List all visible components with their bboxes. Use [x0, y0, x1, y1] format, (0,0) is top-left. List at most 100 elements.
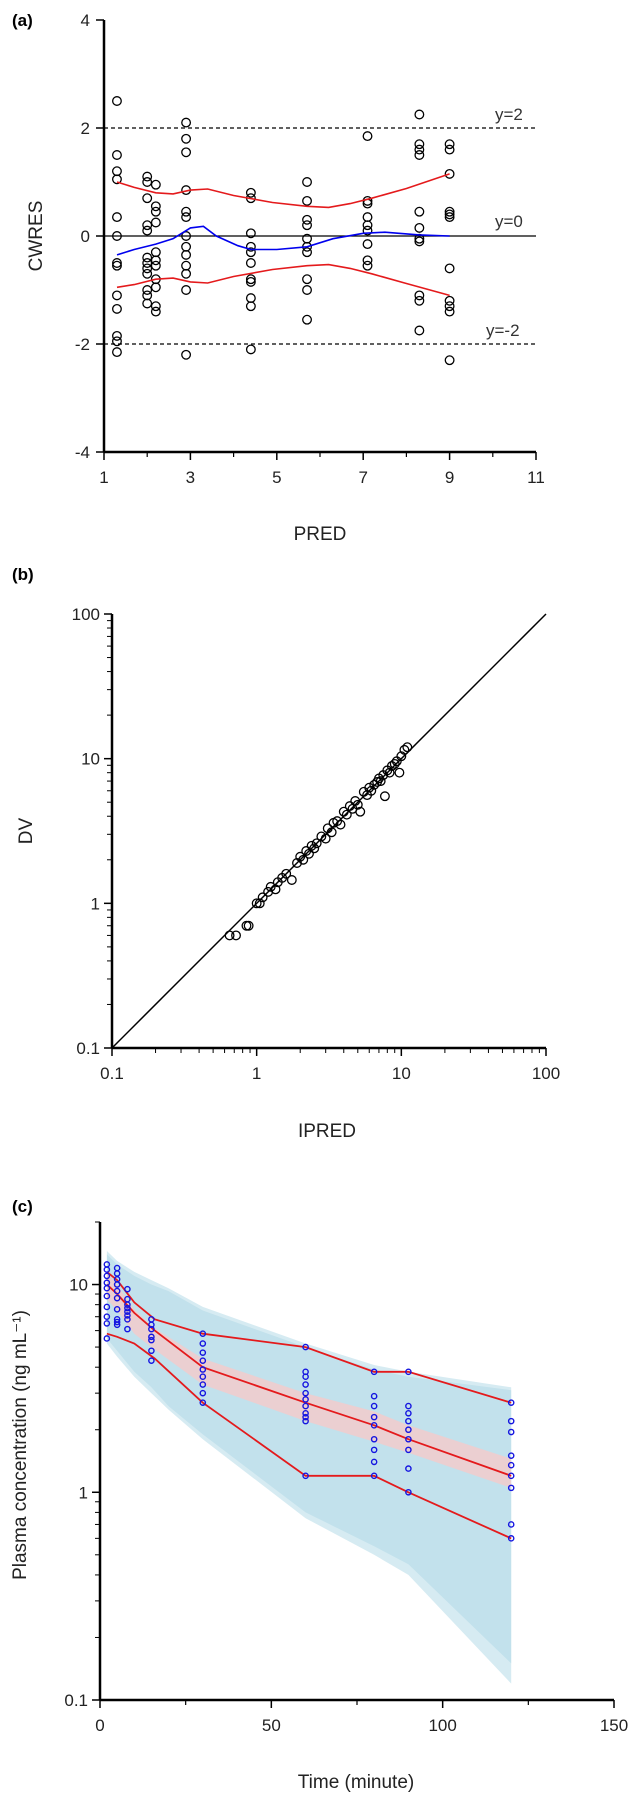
data-point: [326, 827, 337, 838]
data-point: [375, 776, 386, 787]
data-point: [295, 851, 306, 862]
x-tick-label: 11: [527, 468, 545, 487]
panel-a-ticks: 1 3 5 7 9 11 -4 -2 0 2 4: [75, 11, 545, 487]
observed-point: [148, 1357, 155, 1364]
panel-a-y-title: CWRES: [26, 201, 47, 272]
data-point: [142, 252, 153, 263]
observed-point: [507, 1461, 515, 1469]
data-point: [302, 274, 312, 285]
data-point: [112, 290, 122, 301]
panel-b-marks: [111, 613, 547, 1049]
data-point: [150, 282, 161, 293]
data-point: [150, 255, 161, 266]
data-point: [302, 285, 312, 295]
data-point: [150, 206, 161, 217]
panel-b-dv-vs-ipred: (b) 0.1 1 10 100 0.1 1 10 100 IPRED DV: [12, 565, 560, 1142]
observed-point: [199, 1340, 207, 1347]
x-tick-label: 50: [262, 1716, 281, 1735]
data-point: [150, 306, 161, 317]
observed-point: [148, 1347, 155, 1355]
data-point: [181, 231, 192, 241]
observed-point: [302, 1381, 309, 1388]
observed-point: [302, 1413, 309, 1421]
y-tick-label: 100: [72, 605, 100, 624]
data-point: [243, 920, 254, 931]
data-point: [142, 263, 153, 274]
observed-point: [370, 1413, 378, 1421]
prediction-band-1: [106, 1251, 512, 1684]
data-point: [181, 147, 192, 158]
observed-point: [103, 1335, 111, 1342]
observed-point: [370, 1446, 378, 1454]
data-point: [402, 742, 413, 753]
observed-point: [148, 1321, 155, 1329]
data-point: [254, 898, 265, 909]
observed-point: [507, 1484, 515, 1492]
y-tick-label: 0.1: [64, 1691, 88, 1710]
observed-point: [507, 1452, 515, 1459]
observed-point: [302, 1343, 309, 1351]
smooth-line-1: [116, 225, 450, 256]
data-point: [142, 258, 153, 268]
x-tick-label: 0: [95, 1716, 104, 1735]
data-point: [389, 758, 400, 769]
observed-point: [113, 1294, 121, 1302]
data-point: [245, 241, 256, 252]
observed-point: [405, 1368, 412, 1376]
observed-point: [103, 1320, 111, 1327]
observed-point: [370, 1368, 378, 1376]
x-tick-label: 5: [272, 468, 281, 487]
panel-c-marks: [103, 1251, 515, 1684]
observed-point: [103, 1313, 111, 1321]
data-point: [112, 166, 122, 177]
x-tick-label: 150: [600, 1716, 628, 1735]
data-point: [302, 177, 312, 187]
data-point: [231, 930, 241, 941]
observed-point: [124, 1301, 131, 1308]
data-point: [309, 843, 320, 854]
panel-c-ticks: 0 50 100 150 0.1 1 10: [64, 1221, 628, 1735]
observed-point: [507, 1428, 515, 1436]
data-point: [414, 109, 425, 120]
observed-point: [507, 1417, 515, 1425]
observed-point: [302, 1409, 309, 1417]
data-point: [112, 336, 122, 347]
data-point: [245, 258, 256, 268]
data-point: [384, 767, 395, 778]
data-point: [150, 247, 161, 258]
observed-point: [148, 1336, 155, 1344]
panel-c-vpc: (c) 0 50 100 150 0.1 1 10 Time (minute) Plasma…: [10, 1197, 628, 1793]
y-tick-label: 0.1: [76, 1039, 100, 1058]
smooth-line-2: [116, 263, 450, 297]
observed-point: [302, 1373, 309, 1381]
identity-line: [111, 613, 547, 1049]
data-point: [414, 206, 425, 217]
x-tick-label: 9: [445, 468, 454, 487]
data-point: [362, 220, 373, 231]
data-point: [112, 260, 122, 271]
data-point: [257, 892, 268, 903]
observed-point: [199, 1357, 207, 1364]
observed-point: [370, 1472, 378, 1480]
data-point: [251, 898, 262, 909]
observed-point: [103, 1272, 111, 1280]
data-point: [112, 150, 122, 160]
data-point: [362, 131, 373, 142]
data-point: [292, 858, 302, 868]
data-point: [414, 325, 425, 336]
percentile-line-0: [106, 1271, 512, 1404]
observed-point: [124, 1325, 131, 1333]
data-point: [112, 174, 122, 185]
x-tick-label: 7: [358, 468, 367, 487]
data-point: [394, 767, 405, 778]
observed-point: [507, 1535, 515, 1542]
y-tick-label: 2: [81, 119, 90, 138]
data-point: [181, 260, 192, 271]
data-point: [444, 355, 455, 366]
observed-point: [199, 1389, 207, 1397]
data-point: [142, 298, 153, 309]
data-point: [414, 290, 425, 301]
panel-b-label: (b): [12, 565, 34, 584]
observed-point: [405, 1446, 412, 1454]
